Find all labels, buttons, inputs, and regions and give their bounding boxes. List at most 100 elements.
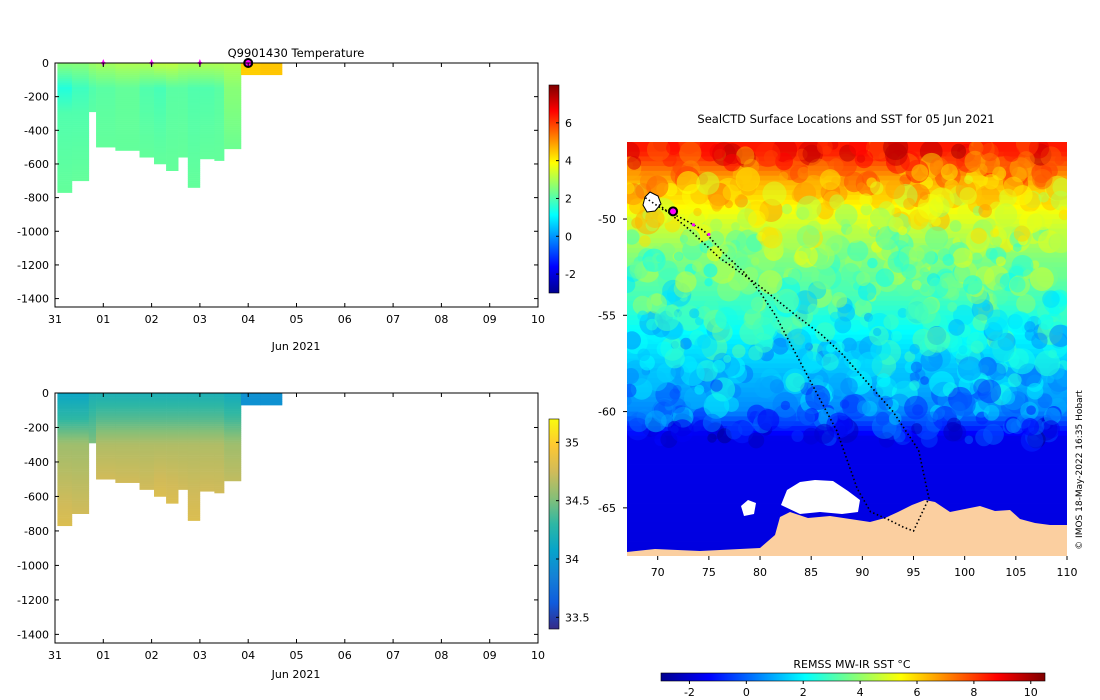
section-cell: [187, 75, 201, 78]
section-cell: [187, 500, 201, 503]
section-cell: [71, 170, 90, 173]
section-cell: [71, 147, 90, 151]
map-colorbar: [660, 672, 1046, 682]
section-cell: [88, 411, 97, 414]
sst-texture-blob: [911, 164, 929, 182]
sst-texture-blob: [712, 359, 726, 373]
section-cell: [57, 395, 73, 398]
section-cell: [166, 127, 179, 130]
section-cell: [88, 401, 97, 404]
section-cell: [166, 105, 179, 108]
sst-band: [627, 440, 1067, 446]
section-cell: [224, 436, 242, 439]
section-cell: [96, 457, 116, 460]
section-cell: [57, 133, 73, 136]
sst-texture-blob: [873, 327, 882, 337]
section-cell: [88, 397, 97, 400]
section-cell: [71, 75, 90, 78]
sst-texture-blob: [801, 351, 824, 374]
section-cell: [57, 415, 73, 419]
section-cell: [199, 434, 215, 437]
section-cell: [115, 63, 140, 66]
section-cell: [96, 428, 116, 431]
section-cell: [57, 63, 73, 66]
section-cell: [214, 463, 225, 466]
section-cell: [57, 440, 73, 443]
section-cell: [178, 477, 189, 481]
section-cell: [199, 413, 215, 417]
section-cell: [224, 119, 242, 122]
section-cell: [57, 498, 73, 501]
section-cell: [166, 168, 179, 171]
section-cell: [199, 407, 215, 410]
section-cell: [71, 135, 90, 139]
section-cell: [166, 95, 179, 98]
section-cell: [154, 492, 167, 495]
sst-texture-blob: [875, 411, 890, 426]
section-cell: [154, 121, 167, 124]
section-cell: [115, 405, 140, 408]
location-marker: [707, 232, 711, 237]
section-cell: [199, 71, 215, 74]
section-cell: [154, 127, 167, 130]
section-cell: [224, 413, 242, 417]
section-cell: [178, 399, 189, 402]
section-cell: [260, 73, 283, 76]
section-cell: [187, 465, 201, 468]
section-cell: [199, 442, 215, 446]
section-cell: [187, 498, 201, 501]
section-cell: [139, 131, 155, 134]
section-cell: [166, 151, 179, 155]
section-cell: [166, 125, 179, 128]
section-cell: [57, 95, 73, 98]
sst-band: [627, 469, 1067, 475]
map-y-axis: -50-55-60-65: [598, 213, 627, 515]
sst-texture-blob: [715, 307, 738, 330]
map-colorbar-tick-label: 4: [857, 686, 864, 699]
map-colorbar-tick-label: 6: [914, 686, 921, 699]
sst-texture-blob: [762, 181, 787, 206]
section-cell: [187, 115, 201, 118]
sst-texture-blob: [943, 422, 963, 442]
sst-texture-blob: [704, 278, 713, 287]
section-cell: [224, 463, 242, 466]
section-cell: [199, 107, 215, 110]
section-cell: [139, 133, 155, 136]
section-cell: [224, 397, 242, 400]
sst-texture-blob: [826, 343, 836, 353]
sst-texture-blob: [785, 372, 805, 393]
section-cell: [199, 87, 215, 90]
map-colorbar-tick-label: 0: [743, 686, 750, 699]
section-cell: [71, 83, 90, 86]
sst-texture-blob: [696, 171, 720, 195]
section-cell: [71, 107, 90, 110]
sst-texture-blob: [697, 306, 711, 320]
section-cell: [71, 467, 90, 470]
sst-texture-blob: [1043, 407, 1061, 425]
section-cell: [115, 403, 140, 406]
section-cell: [139, 424, 155, 427]
section-cell: [166, 67, 179, 70]
sst-texture-blob: [840, 219, 850, 229]
sst-texture-blob: [978, 204, 992, 218]
section-cell: [139, 488, 155, 490]
section-cell: [199, 405, 215, 408]
section-cell: [199, 403, 215, 406]
section-cell: [166, 438, 179, 441]
section-cell: [187, 496, 201, 499]
section-cell: [71, 428, 90, 431]
section-cell: [57, 513, 73, 516]
sst-texture-blob: [1026, 382, 1044, 400]
section-cell: [199, 83, 215, 86]
section-cell: [57, 409, 73, 412]
section-cell: [57, 155, 73, 159]
section-cell: [166, 426, 179, 429]
section-cell: [71, 494, 90, 497]
section-cell: [57, 426, 73, 429]
section-cell: [154, 93, 167, 96]
section-cell: [166, 477, 179, 481]
section-cell: [199, 157, 215, 160]
section-cell: [178, 103, 189, 106]
section-cell: [166, 440, 179, 443]
map-x-tick-label: 85: [804, 566, 818, 579]
